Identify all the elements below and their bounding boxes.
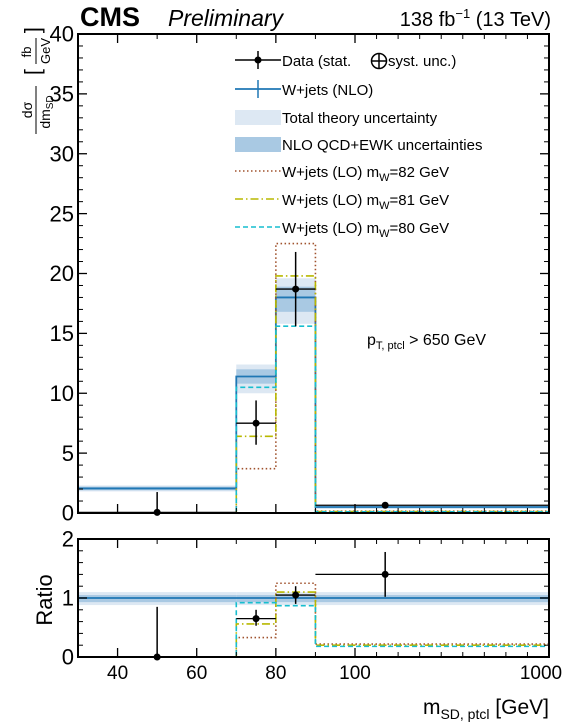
step-series-line — [77, 597, 550, 657]
legend: Data (stat. syst. unc.) W+jets (NLO) Tot… — [235, 51, 483, 240]
lumi-energy: (13 TeV) — [470, 9, 551, 31]
legend-data-marker — [254, 56, 262, 64]
y-tick-label: 20 — [50, 261, 74, 286]
legend-entry-nlo: W+jets (NLO) — [235, 80, 373, 99]
step-series-line — [77, 296, 550, 513]
ylabel-unit-num: fb — [19, 47, 34, 58]
x-tick-label: 1000 — [520, 663, 562, 684]
legend-entry-data: Data (stat. syst. unc.) — [235, 51, 456, 70]
ratio-ylabel: Ratio — [32, 574, 57, 625]
lumi-value: 138 fb — [400, 9, 456, 31]
y-tick-label: 0 — [62, 501, 74, 526]
ylabel-bracket-left: [ — [20, 69, 45, 75]
legend-entry-theory: Total theory uncertainty — [235, 110, 438, 127]
step-series-line — [78, 275, 550, 514]
lumi-exponent: −1 — [455, 6, 470, 21]
y-tick-label: 15 — [50, 321, 74, 346]
data-point — [381, 501, 389, 509]
data-point — [292, 591, 300, 599]
data-point — [292, 285, 300, 293]
x-tick-label: 40 — [107, 663, 128, 684]
y-tick-label: 35 — [50, 82, 74, 107]
legend-nlo-label: W+jets (NLO) — [282, 82, 373, 99]
y-tick-label: 5 — [62, 441, 74, 466]
ylabel-numerator: dσ — [19, 101, 35, 118]
experiment-label: CMS — [80, 2, 140, 32]
data-point — [381, 570, 389, 578]
legend-theory-swatch — [235, 110, 281, 125]
lumi-label: 138 fb−1 (13 TeV) — [400, 6, 551, 31]
ratio-panel: 0 1 2 40 60 80 100 1000 — [62, 527, 562, 684]
y-tick-label: 0 — [62, 645, 74, 670]
legend-data-label: Data (stat. — [282, 53, 351, 70]
main-ylabel: dσ dmSD [ fb GeV ] — [19, 27, 56, 134]
y-tick-label: 1 — [62, 586, 74, 611]
ylabel-denominator: dmSD — [37, 95, 56, 128]
legend-theory-label: Total theory uncertainty — [282, 110, 438, 127]
ylabel-unit-den: GeV — [38, 38, 53, 64]
x-tick-label: 60 — [186, 663, 207, 684]
legend-entry-lo81: W+jets (LO) mW=81 GeV — [235, 192, 449, 212]
legend-qcdewk-swatch — [235, 137, 281, 152]
x-tick-label: 100 — [339, 663, 371, 684]
legend-lo81-label: W+jets (LO) mW=81 GeV — [282, 192, 449, 212]
data-point — [252, 419, 260, 427]
oplus-icon — [370, 52, 388, 70]
status-label: Preliminary — [168, 5, 285, 31]
panel-frame — [77, 33, 550, 514]
y-tick-label: 30 — [50, 141, 74, 166]
legend-lo82-label: W+jets (LO) mW=82 GeV — [282, 164, 449, 184]
legend-data-label-tail: syst. unc.) — [388, 53, 456, 70]
main-panel: 0 5 10 15 20 25 30 35 40 — [50, 22, 550, 526]
step-series-line — [78, 325, 550, 514]
legend-qcdewk-label: NLO QCD+EWK uncertainties — [282, 137, 483, 154]
legend-lo80-label: W+jets (LO) mW=80 GeV — [282, 220, 449, 240]
y-tick-label: 2 — [62, 527, 74, 552]
pt-cut-annotation: pT, ptcl > 650 GeV — [367, 332, 486, 352]
legend-entry-qcdewk: NLO QCD+EWK uncertainties — [235, 137, 483, 154]
step-series-line — [78, 601, 550, 658]
ylabel-bracket-right: ] — [20, 27, 45, 33]
data-point — [252, 615, 260, 623]
x-tick-label: 80 — [265, 663, 286, 684]
y-tick-label: 10 — [50, 381, 74, 406]
legend-entry-lo80: W+jets (LO) mW=80 GeV — [235, 220, 449, 240]
y-tick-label: 25 — [50, 201, 74, 226]
legend-entry-lo82: W+jets (LO) mW=82 GeV — [235, 164, 449, 184]
y-tick-label: 40 — [50, 22, 74, 47]
xlabel: mSD, ptcl [GeV] — [423, 696, 549, 722]
